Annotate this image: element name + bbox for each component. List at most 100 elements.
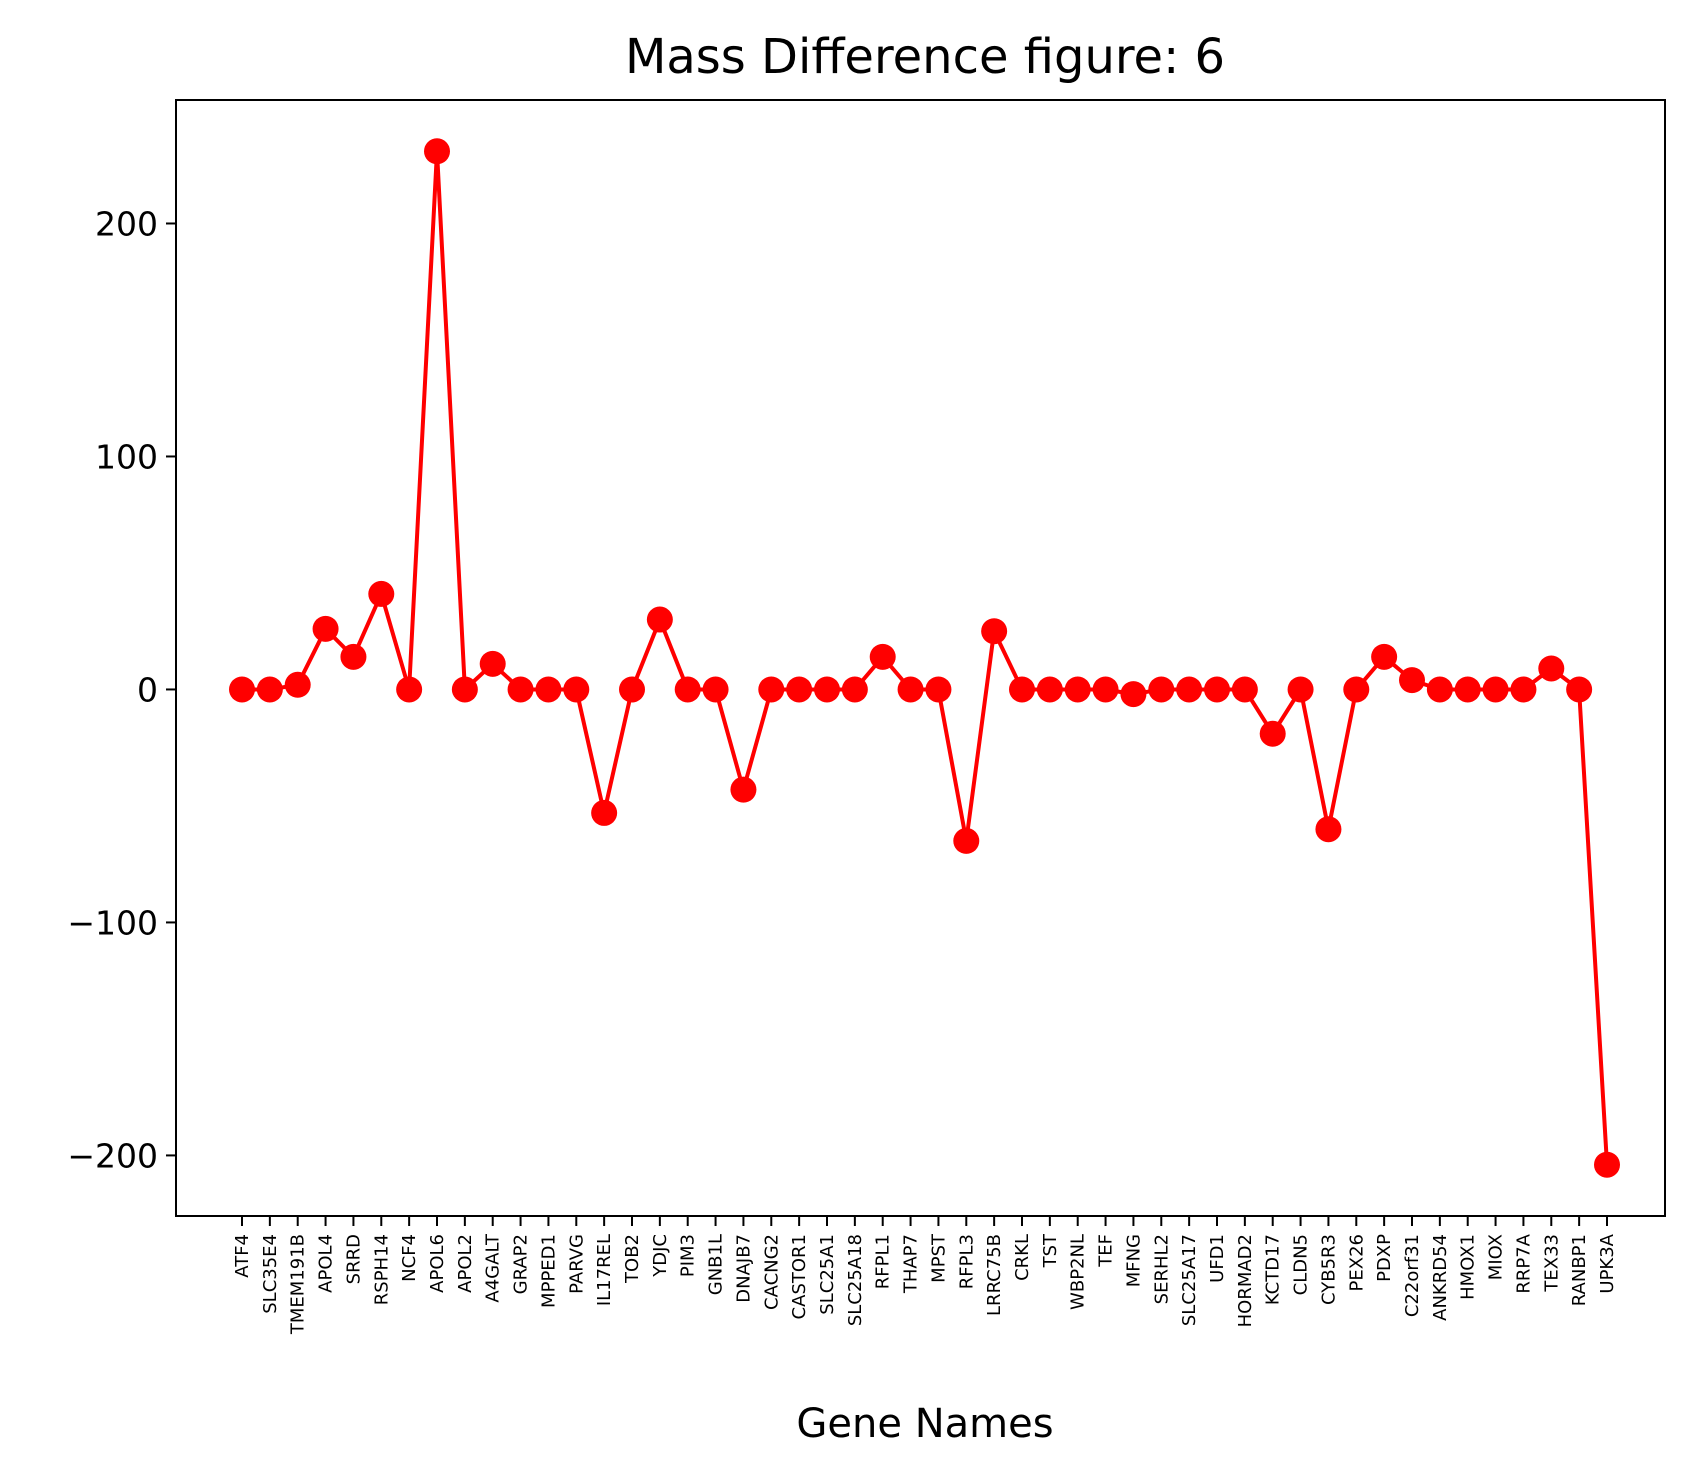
x-tick-label: WBP2NL (1068, 1234, 1089, 1310)
data-point (535, 676, 562, 703)
x-tick-label: TMEM191B (288, 1234, 309, 1335)
x-tick-label: YDJC (650, 1234, 671, 1278)
data-point (869, 643, 896, 670)
data-point (1259, 720, 1286, 747)
y-tick-label: 200 (95, 204, 158, 243)
x-tick-label: CRKL (1012, 1234, 1033, 1281)
data-point (507, 676, 534, 703)
data-point (451, 676, 478, 703)
x-tick-label: SLC35E4 (260, 1234, 281, 1314)
x-tick-label: MPST (928, 1233, 949, 1283)
data-point (1092, 676, 1119, 703)
data-point (1009, 676, 1035, 703)
data-point (1538, 655, 1565, 682)
data-point (1148, 676, 1175, 703)
data-point (1315, 816, 1342, 843)
x-tick-label: RFPL3 (956, 1234, 977, 1289)
data-point (591, 799, 618, 826)
data-point (1510, 676, 1537, 703)
x-tick-label: UFD1 (1207, 1234, 1228, 1283)
x-tick-label: RSPH14 (371, 1234, 392, 1305)
x-tick-label: NCF4 (399, 1234, 420, 1282)
data-point (1482, 676, 1509, 703)
x-tick-label: SERHL2 (1151, 1234, 1172, 1304)
data-point (1426, 676, 1453, 703)
y-tick-label: −100 (67, 903, 158, 942)
data-point (1036, 676, 1063, 703)
x-tick-label: LRRC75B (984, 1234, 1005, 1316)
data-point (1454, 676, 1481, 703)
x-tick-label: CLDN5 (1291, 1234, 1312, 1295)
data-point (312, 615, 339, 642)
x-tick-label: RRP7A (1513, 1233, 1534, 1293)
data-point (758, 676, 785, 703)
x-tick-label: TEF (1096, 1234, 1117, 1268)
x-axis-label: Gene Names (796, 1401, 1053, 1447)
x-tick-label: GNB1L (706, 1234, 727, 1295)
x-tick-label: ANKRD54 (1430, 1234, 1451, 1321)
data-point (814, 676, 840, 703)
data-point (256, 676, 283, 703)
x-tick-label: HMOX1 (1458, 1234, 1479, 1300)
plot-frame (175, 99, 1666, 1217)
y-tick-label: −200 (67, 1136, 158, 1175)
data-point (730, 776, 757, 803)
x-tick-label: APOL2 (455, 1234, 476, 1293)
data-point (1399, 667, 1425, 694)
x-tick-label: PARVG (566, 1234, 587, 1294)
x-tick-label: APOL6 (427, 1234, 448, 1293)
data-series (229, 138, 1620, 1178)
data-point (1204, 676, 1230, 703)
data-point (340, 643, 367, 670)
x-tick-label: TEX33 (1541, 1234, 1562, 1293)
x-tick-label: SLC25A1 (817, 1234, 838, 1315)
data-point (1594, 1151, 1620, 1178)
x-tick-label: PEX26 (1346, 1234, 1367, 1291)
data-point (1176, 676, 1203, 703)
x-tick-label: MPPED1 (538, 1234, 559, 1308)
data-point (1120, 681, 1147, 708)
data-point (229, 676, 255, 703)
data-point (702, 676, 729, 703)
data-point (1064, 676, 1091, 703)
data-point (479, 650, 506, 677)
data-point (619, 676, 645, 703)
data-point (953, 827, 980, 854)
data-point (786, 676, 813, 703)
x-tick-label: CYB5R3 (1318, 1234, 1339, 1305)
x-tick-label: CACNG2 (761, 1234, 782, 1310)
x-tick-label: C22orf31 (1402, 1234, 1423, 1317)
x-tick-label: ATF4 (232, 1234, 253, 1278)
x-tick-label: CASTOR1 (789, 1234, 810, 1319)
x-tick-label: RFPL1 (873, 1234, 894, 1289)
data-point (1371, 643, 1398, 670)
data-point (646, 606, 673, 633)
x-tick-label: RANBP1 (1569, 1234, 1590, 1306)
data-point (981, 618, 1008, 645)
x-tick-label: DNAJB7 (733, 1234, 754, 1303)
x-tick-label: SLC25A18 (845, 1234, 866, 1326)
data-point (563, 676, 590, 703)
chart-title: Mass Difference figure: 6 (625, 29, 1225, 85)
y-tick-label: 0 (137, 670, 158, 709)
x-tick-label: APOL4 (316, 1234, 337, 1293)
x-tick-label: TST (1040, 1233, 1061, 1268)
data-point (674, 676, 701, 703)
data-point (284, 671, 311, 698)
data-point (1287, 676, 1314, 703)
data-point (424, 138, 450, 165)
data-point (396, 676, 423, 703)
x-tick-label: MFNG (1123, 1234, 1144, 1287)
x-axis: ATF4 SLC35E4 TMEM191B APOL4 SRRD RSPH14 NCF4 AP… (232, 1216, 1618, 1335)
x-tick-label: MIOX (1486, 1234, 1507, 1280)
x-tick-label: A4GALT (483, 1233, 504, 1303)
x-tick-label: TOB2 (622, 1234, 643, 1284)
data-point (841, 676, 868, 703)
data-point (1231, 676, 1258, 703)
y-tick-label: 100 (95, 437, 158, 476)
x-tick-label: IL17REL (594, 1234, 615, 1306)
x-tick-label: PDXP (1374, 1234, 1395, 1282)
x-tick-label: SLC25A17 (1179, 1234, 1200, 1326)
x-tick-label: PIM3 (678, 1234, 699, 1277)
